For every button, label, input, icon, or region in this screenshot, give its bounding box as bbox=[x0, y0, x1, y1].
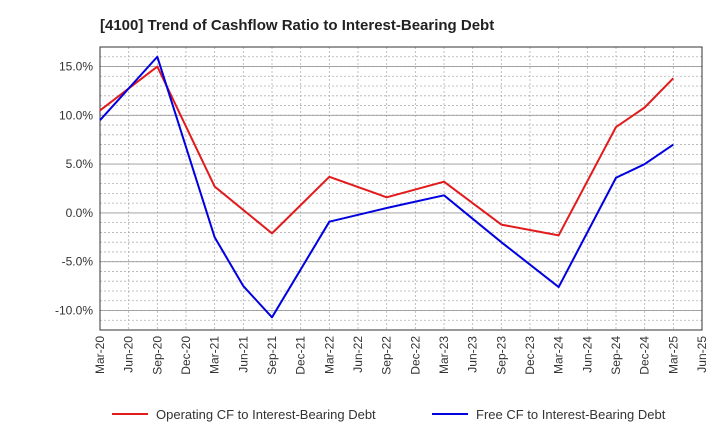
x-tick-label: Jun-21 bbox=[236, 336, 250, 373]
x-tick-label: Dec-22 bbox=[408, 336, 422, 375]
x-tick-label: Jun-23 bbox=[466, 336, 480, 373]
x-tick-label: Dec-24 bbox=[638, 336, 652, 375]
chart-title: [4100] Trend of Cashflow Ratio to Intere… bbox=[100, 17, 494, 34]
x-tick-label: Dec-21 bbox=[294, 336, 308, 375]
x-tick-label: Sep-21 bbox=[265, 336, 279, 375]
x-tick-label: Mar-20 bbox=[93, 336, 107, 374]
legend-label: Operating CF to Interest-Bearing Debt bbox=[156, 407, 376, 422]
legend-label: Free CF to Interest-Bearing Debt bbox=[476, 407, 666, 422]
x-tick-label: Dec-20 bbox=[179, 336, 193, 375]
x-tick-label: Mar-24 bbox=[552, 336, 566, 374]
x-tick-label: Mar-23 bbox=[437, 336, 451, 374]
x-tick-label: Jun-20 bbox=[122, 336, 136, 373]
y-tick-label: 10.0% bbox=[59, 108, 93, 122]
legend: Operating CF to Interest-Bearing Debt Fre… bbox=[112, 407, 666, 422]
x-tick-label: Jun-22 bbox=[351, 336, 365, 373]
y-tick-label: 15.0% bbox=[59, 60, 93, 74]
y-tick-label: 0.0% bbox=[66, 206, 94, 220]
x-tick-label: Sep-23 bbox=[494, 336, 508, 375]
x-tick-label: Mar-22 bbox=[322, 336, 336, 374]
x-tick-label: Jun-25 bbox=[695, 336, 709, 373]
x-tick-label: Sep-22 bbox=[380, 336, 394, 375]
x-tick-label: Jun-24 bbox=[580, 336, 594, 373]
y-tick-label: 5.0% bbox=[66, 157, 94, 171]
x-tick-label: Mar-25 bbox=[666, 336, 680, 374]
y-tick-label: -10.0% bbox=[55, 303, 93, 317]
y-tick-label: -5.0% bbox=[62, 255, 94, 269]
x-tick-label: Sep-24 bbox=[609, 336, 623, 375]
x-tick-label: Sep-20 bbox=[150, 336, 164, 375]
x-tick-label: Dec-23 bbox=[523, 336, 537, 375]
plot-area bbox=[100, 47, 702, 330]
x-tick-label: Mar-21 bbox=[208, 336, 222, 374]
